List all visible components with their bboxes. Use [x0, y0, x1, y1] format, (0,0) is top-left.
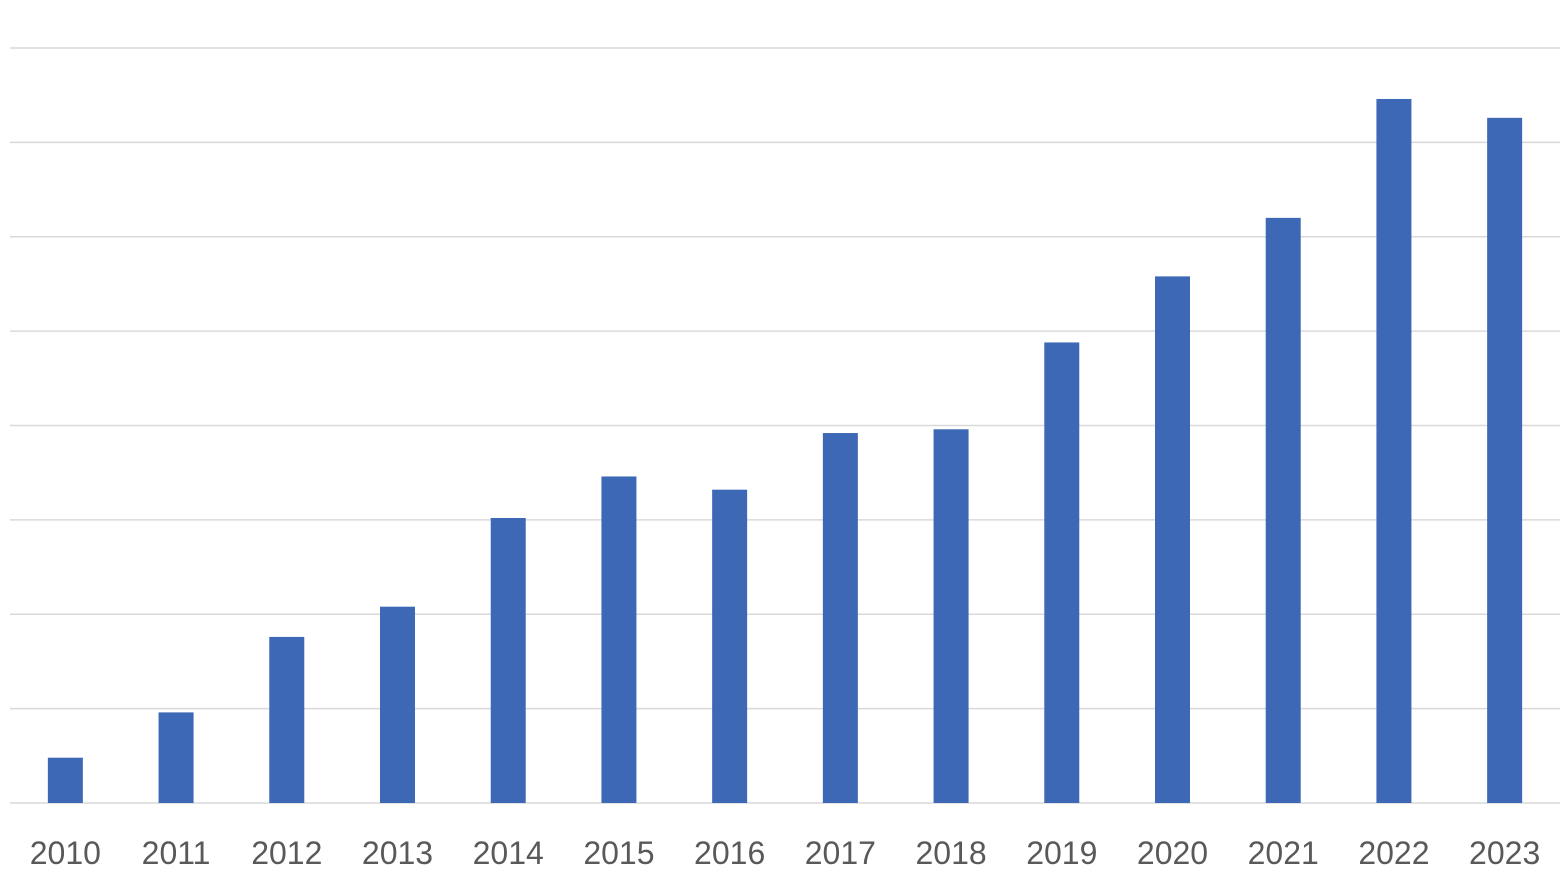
x-tick-label-2017: 2017 — [805, 835, 876, 871]
x-tick-label-2021: 2021 — [1248, 835, 1319, 871]
gridlines — [10, 47, 1560, 804]
x-tick-label-2020: 2020 — [1137, 835, 1208, 871]
bar-2015 — [601, 476, 637, 803]
x-tick-label-2023: 2023 — [1469, 835, 1540, 871]
bars — [47, 98, 1523, 803]
bar-2018 — [933, 429, 969, 803]
x-tick-label-2014: 2014 — [473, 835, 544, 871]
x-tick-label-2019: 2019 — [1026, 835, 1097, 871]
bar-2021 — [1265, 217, 1301, 803]
bar-2017 — [822, 433, 858, 803]
bar-2023 — [1487, 117, 1523, 803]
x-tick-label-2022: 2022 — [1358, 835, 1429, 871]
x-tick-label-2010: 2010 — [30, 835, 101, 871]
bar-2012 — [269, 636, 305, 803]
x-tick-label-2018: 2018 — [915, 835, 986, 871]
bar-2011 — [158, 712, 194, 803]
x-tick-label-2012: 2012 — [251, 835, 322, 871]
bar-2019 — [1044, 342, 1080, 803]
bar-2022 — [1376, 98, 1412, 803]
bar-2010 — [47, 757, 83, 803]
x-axis-tick-labels: 2010 2011 2012 2013 2014 2015 2016 2017 2018 2019… — [30, 835, 1540, 871]
x-tick-label-2015: 2015 — [583, 835, 654, 871]
bar-2013 — [380, 606, 415, 803]
x-tick-label-2011: 2011 — [142, 835, 211, 871]
bar-2020 — [1155, 276, 1190, 803]
x-tick-label-2013: 2013 — [362, 835, 433, 871]
bar-2014 — [490, 517, 526, 803]
x-tick-label-2016: 2016 — [694, 835, 765, 871]
bar-2016 — [712, 489, 748, 803]
